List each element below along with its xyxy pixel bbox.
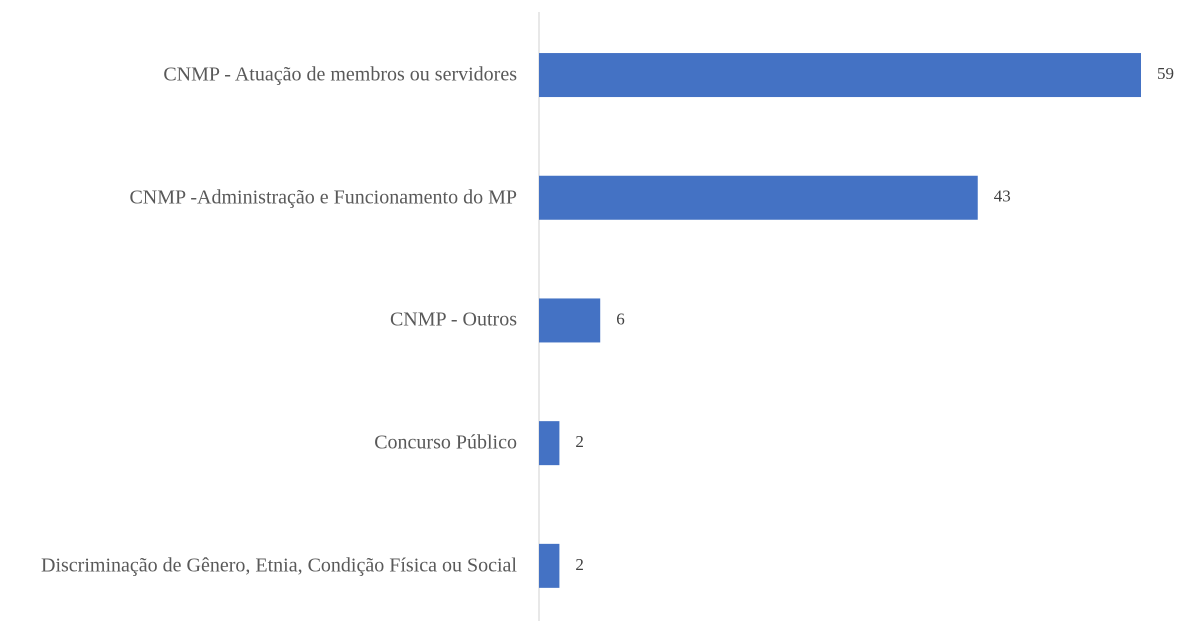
category-label: CNMP -Administração e Funcionamento do M… [129,186,517,209]
category-label: Discriminação de Gênero, Etnia, Condição… [41,554,517,577]
bar [539,421,560,466]
value-label: 59 [1157,64,1174,83]
category-label-box: CNMP - Atuação de membros ou servidores [163,64,517,87]
value-label: 6 [616,309,625,328]
bar [539,53,1141,98]
category-label-box: CNMP - Outros [390,309,517,332]
value-label: 2 [575,432,584,451]
category-label-box: CNMP -Administração e Funcionamento do M… [129,186,517,209]
bar [539,298,601,343]
value-label: 2 [575,555,584,574]
bar [539,175,978,220]
category-label: CNMP - Outros [389,308,517,331]
value-label: 43 [994,187,1011,206]
category-label-box: Discriminação de Gênero, Etnia, Condição… [41,554,517,577]
bar [539,543,560,588]
category-label-box: Concurso Público [374,432,517,455]
category-label: CNMP - Atuação de membros ou servidores [163,63,517,86]
category-label: Concurso Público [374,431,517,454]
